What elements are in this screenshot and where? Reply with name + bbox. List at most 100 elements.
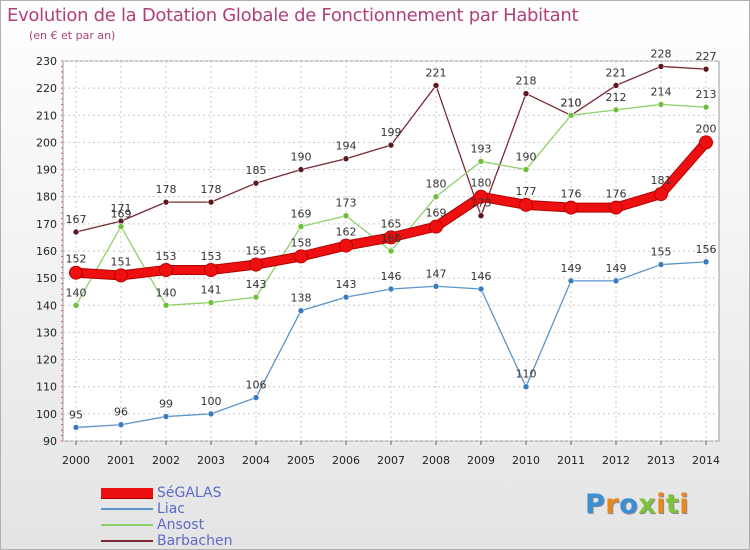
data-label-s-galas: 151 — [111, 255, 132, 268]
axes: 90 100 110 120 130 140 150 160 170 180 190 200 210 22… — [36, 55, 720, 467]
data-labels: 167 171 178 178 185 190 194 199 221 173 218 210 221 2… — [66, 47, 717, 421]
data-point-ansost — [207, 299, 215, 306]
data-point-liac — [387, 285, 395, 293]
data-point-liac — [477, 285, 485, 293]
data-label-ansost: 140 — [156, 286, 177, 299]
data-point-s-galas — [609, 200, 623, 215]
data-point-ansost — [72, 301, 80, 309]
data-label-s-galas: 153 — [201, 250, 222, 263]
data-point-s-galas — [339, 238, 353, 253]
data-point-liac — [612, 277, 620, 285]
data-point-s-galas — [384, 230, 398, 245]
x-tick-label: 2011 — [557, 454, 585, 467]
data-point-ansost — [522, 166, 530, 173]
x-tick-label: 2006 — [332, 454, 360, 467]
y-tick-label: 200 — [36, 136, 57, 149]
grid — [62, 60, 720, 442]
x-tick-label: 2010 — [512, 454, 540, 467]
data-point-s-galas — [249, 257, 263, 272]
y-tick-label: 140 — [36, 299, 57, 312]
data-point-barbachen — [252, 179, 260, 187]
data-label-barbachen: 221 — [426, 66, 447, 79]
data-point-barbachen — [702, 65, 710, 73]
data-point-ansost — [567, 111, 575, 119]
data-point-s-galas — [474, 189, 488, 204]
data-label-s-galas: 176 — [561, 188, 582, 201]
y-tick-label: 150 — [36, 272, 57, 285]
x-tick-label: 2014 — [692, 454, 720, 467]
data-label-ansost: 140 — [66, 286, 87, 299]
data-label-barbachen: 199 — [381, 126, 402, 139]
data-point-s-galas — [159, 263, 173, 277]
data-point-barbachen — [432, 82, 440, 89]
series-group — [69, 63, 713, 431]
y-tick-label: 190 — [36, 164, 57, 177]
y-tick-label: 160 — [36, 245, 57, 258]
data-point-liac — [162, 413, 170, 420]
data-point-s-galas — [204, 263, 218, 277]
data-label-barbachen: 221 — [606, 66, 627, 79]
data-label-ansost: 214 — [651, 85, 672, 98]
data-label-s-galas: 165 — [381, 217, 402, 230]
data-label-ansost: 180 — [426, 178, 447, 191]
data-label-liac: 110 — [516, 368, 537, 381]
proxiti-logo: Proxiti — [585, 489, 689, 520]
data-point-ansost — [477, 158, 485, 165]
data-label-liac: 95 — [69, 408, 83, 421]
data-label-ansost: 143 — [246, 278, 267, 291]
logo-letter: t — [665, 489, 680, 520]
data-point-liac — [297, 307, 305, 315]
y-tick-label: 230 — [36, 55, 57, 68]
data-label-liac: 143 — [336, 278, 357, 291]
legend-swatch-barbachen — [101, 540, 153, 542]
x-tick-label: 2008 — [422, 454, 450, 467]
data-label-ansost: 160 — [381, 232, 402, 245]
data-label-s-galas: 155 — [246, 245, 267, 258]
data-point-barbachen — [162, 198, 170, 206]
y-tick-label: 100 — [36, 408, 57, 421]
logo-letter: i — [656, 489, 666, 520]
data-label-s-galas: 162 — [336, 226, 357, 239]
data-point-ansost — [657, 101, 665, 108]
data-point-liac — [522, 383, 530, 391]
data-label-barbachen: 173 — [471, 197, 492, 210]
legend-label-liac: Liac — [157, 501, 185, 517]
data-point-ansost — [612, 106, 620, 114]
data-label-s-galas: 158 — [291, 236, 312, 249]
data-point-liac — [252, 394, 260, 401]
data-point-liac — [342, 293, 350, 301]
data-label-barbachen: 227 — [696, 50, 717, 63]
data-point-s-galas — [429, 219, 443, 234]
data-point-ansost — [702, 103, 710, 111]
legend-swatch-liac — [101, 508, 153, 510]
data-label-ansost: 169 — [291, 208, 312, 221]
data-label-barbachen: 194 — [336, 140, 357, 153]
x-tick-label: 2002 — [152, 454, 180, 467]
y-tick-label: 170 — [36, 218, 57, 231]
data-point-barbachen — [72, 228, 80, 236]
data-point-ansost — [432, 193, 440, 201]
data-point-barbachen — [657, 63, 665, 70]
data-point-s-galas — [294, 249, 308, 264]
y-tick-label: 220 — [36, 82, 57, 95]
data-point-liac — [657, 261, 665, 268]
x-tick-label: 2000 — [62, 454, 90, 467]
data-label-ansost: 141 — [201, 284, 222, 297]
data-point-barbachen — [522, 90, 530, 97]
data-point-ansost — [252, 293, 260, 301]
data-label-ansost: 169 — [111, 208, 132, 221]
x-tick-label: 2012 — [602, 454, 630, 467]
x-tick-label: 2007 — [377, 454, 405, 467]
data-label-liac: 146 — [381, 270, 402, 283]
data-label-liac: 156 — [696, 243, 717, 256]
data-label-s-galas: 152 — [66, 253, 87, 266]
data-label-barbachen: 228 — [651, 47, 672, 60]
logo-letter: x — [638, 489, 657, 520]
data-point-s-galas — [699, 135, 713, 150]
legend-label-barbachen: Barbachen — [157, 533, 233, 549]
data-point-liac — [207, 410, 215, 418]
data-point-s-galas — [654, 187, 668, 201]
data-label-liac: 147 — [426, 267, 447, 280]
data-label-liac: 155 — [651, 246, 672, 259]
